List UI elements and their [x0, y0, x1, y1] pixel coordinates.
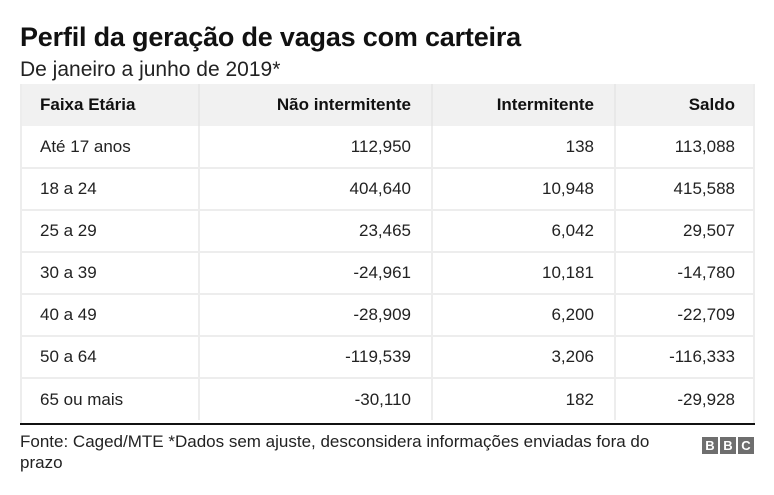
cell-intermitente: 10,948 — [432, 168, 616, 211]
cell-nao-intermitente: -119,539 — [199, 336, 433, 379]
table-row: 25 a 29 23,465 6,042 29,507 — [20, 210, 755, 253]
table-row: 65 ou mais -30,110 182 -29,928 — [20, 378, 755, 420]
cell-nao-intermitente: -30,110 — [199, 378, 433, 420]
table-row: Até 17 anos 112,950 138 113,088 — [20, 126, 755, 169]
cell-nao-intermitente: -28,909 — [199, 294, 433, 337]
cell-age-group: 25 a 29 — [20, 210, 200, 253]
page-subtitle: De janeiro a junho de 2019* — [20, 58, 281, 81]
cell-age-group: 40 a 49 — [20, 294, 200, 337]
cell-age-group: Até 17 anos — [20, 126, 200, 169]
cell-saldo: -29,928 — [677, 389, 735, 409]
cell-saldo: -22,709 — [615, 294, 755, 337]
source-note: Fonte: Caged/MTE *Dados sem ajuste, desc… — [20, 432, 650, 472]
table-row: 40 a 49 -28,909 6,200 -22,709 — [20, 294, 755, 337]
cell-nao-intermitente: 23,465 — [199, 210, 433, 253]
table-body: Até 17 anos 112,950 138 113,088 18 a 24 … — [20, 126, 755, 420]
cell-intermitente: 182 — [432, 378, 616, 420]
cell-intermitente: 10,181 — [432, 252, 616, 295]
cell-intermitente: 6,200 — [432, 294, 616, 337]
cell-intermitente: 3,206 — [432, 336, 616, 379]
cell-saldo: -116,333 — [615, 336, 755, 379]
cell-age-group: 50 a 64 — [20, 336, 200, 379]
cell-saldo: 415,588 — [615, 168, 755, 211]
bbc-logo-icon: B B C — [702, 437, 754, 454]
cell-nao-intermitente: -24,961 — [199, 252, 433, 295]
table-header: Faixa Etária Não intermitente Intermiten… — [20, 84, 755, 126]
data-table: Faixa Etária Não intermitente Intermiten… — [20, 84, 755, 420]
cell-saldo: 29,507 — [615, 210, 755, 253]
cell-age-group: 65 ou mais — [20, 378, 200, 420]
cell-saldo: 113,088 — [615, 126, 755, 169]
table-row: 18 a 24 404,640 10,948 415,588 — [20, 168, 755, 211]
cell-nao-intermitente: 404,640 — [199, 168, 433, 211]
column-header-saldo: Saldo — [615, 84, 755, 126]
column-header-intermitente: Intermitente — [432, 84, 616, 126]
footer-divider — [20, 423, 755, 425]
bbc-logo-letter: B — [702, 437, 718, 454]
column-header-nao-intermitente: Não intermitente — [199, 84, 433, 126]
cell-nao-intermitente: 112,950 — [199, 126, 433, 169]
cell-age-group: 18 a 24 — [20, 168, 200, 211]
table-row: 30 a 39 -24,961 10,181 -14,780 — [20, 252, 755, 295]
cell-intermitente: 138 — [432, 126, 616, 169]
bbc-logo-letter: C — [738, 437, 754, 454]
header-row: Faixa Etária Não intermitente Intermiten… — [20, 84, 755, 126]
cell-intermitente: 6,042 — [432, 210, 616, 253]
column-header-faixa-etaria: Faixa Etária — [20, 84, 200, 126]
cell-saldo: -14,780 — [615, 252, 755, 295]
cell-age-group: 30 a 39 — [20, 252, 200, 295]
table-row: 50 a 64 -119,539 3,206 -116,333 — [20, 336, 755, 379]
page-title: Perfil da geração de vagas com carteira — [20, 22, 521, 52]
bbc-logo-letter: B — [720, 437, 736, 454]
